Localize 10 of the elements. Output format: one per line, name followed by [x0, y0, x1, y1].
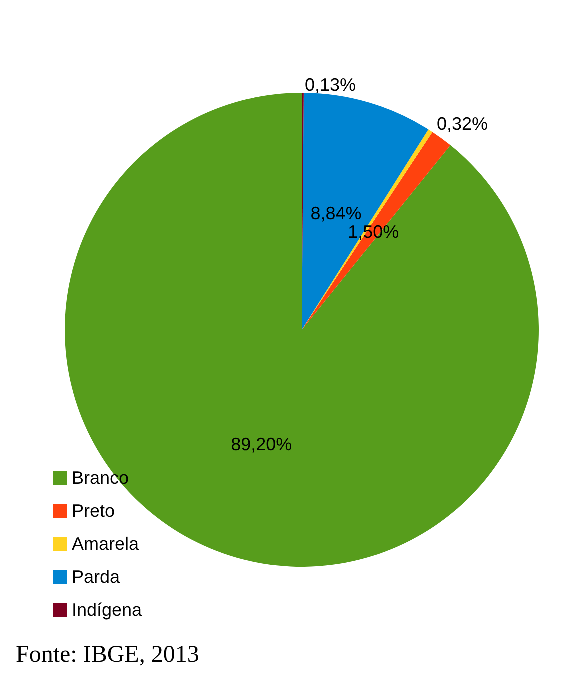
- data-label: 8,84%: [310, 203, 362, 224]
- data-label: 0,13%: [305, 75, 356, 95]
- legend-label: Parda: [72, 567, 122, 587]
- source-note: Fonte: IBGE, 2013: [16, 642, 200, 668]
- data-label: 1,50%: [348, 222, 400, 242]
- legend-label: Preto: [72, 501, 116, 521]
- data-label: 0,32%: [436, 114, 488, 134]
- legend-label: Amarela: [72, 534, 140, 554]
- data-label: 89,20%: [231, 434, 292, 455]
- legend-label: Indígena: [72, 600, 144, 620]
